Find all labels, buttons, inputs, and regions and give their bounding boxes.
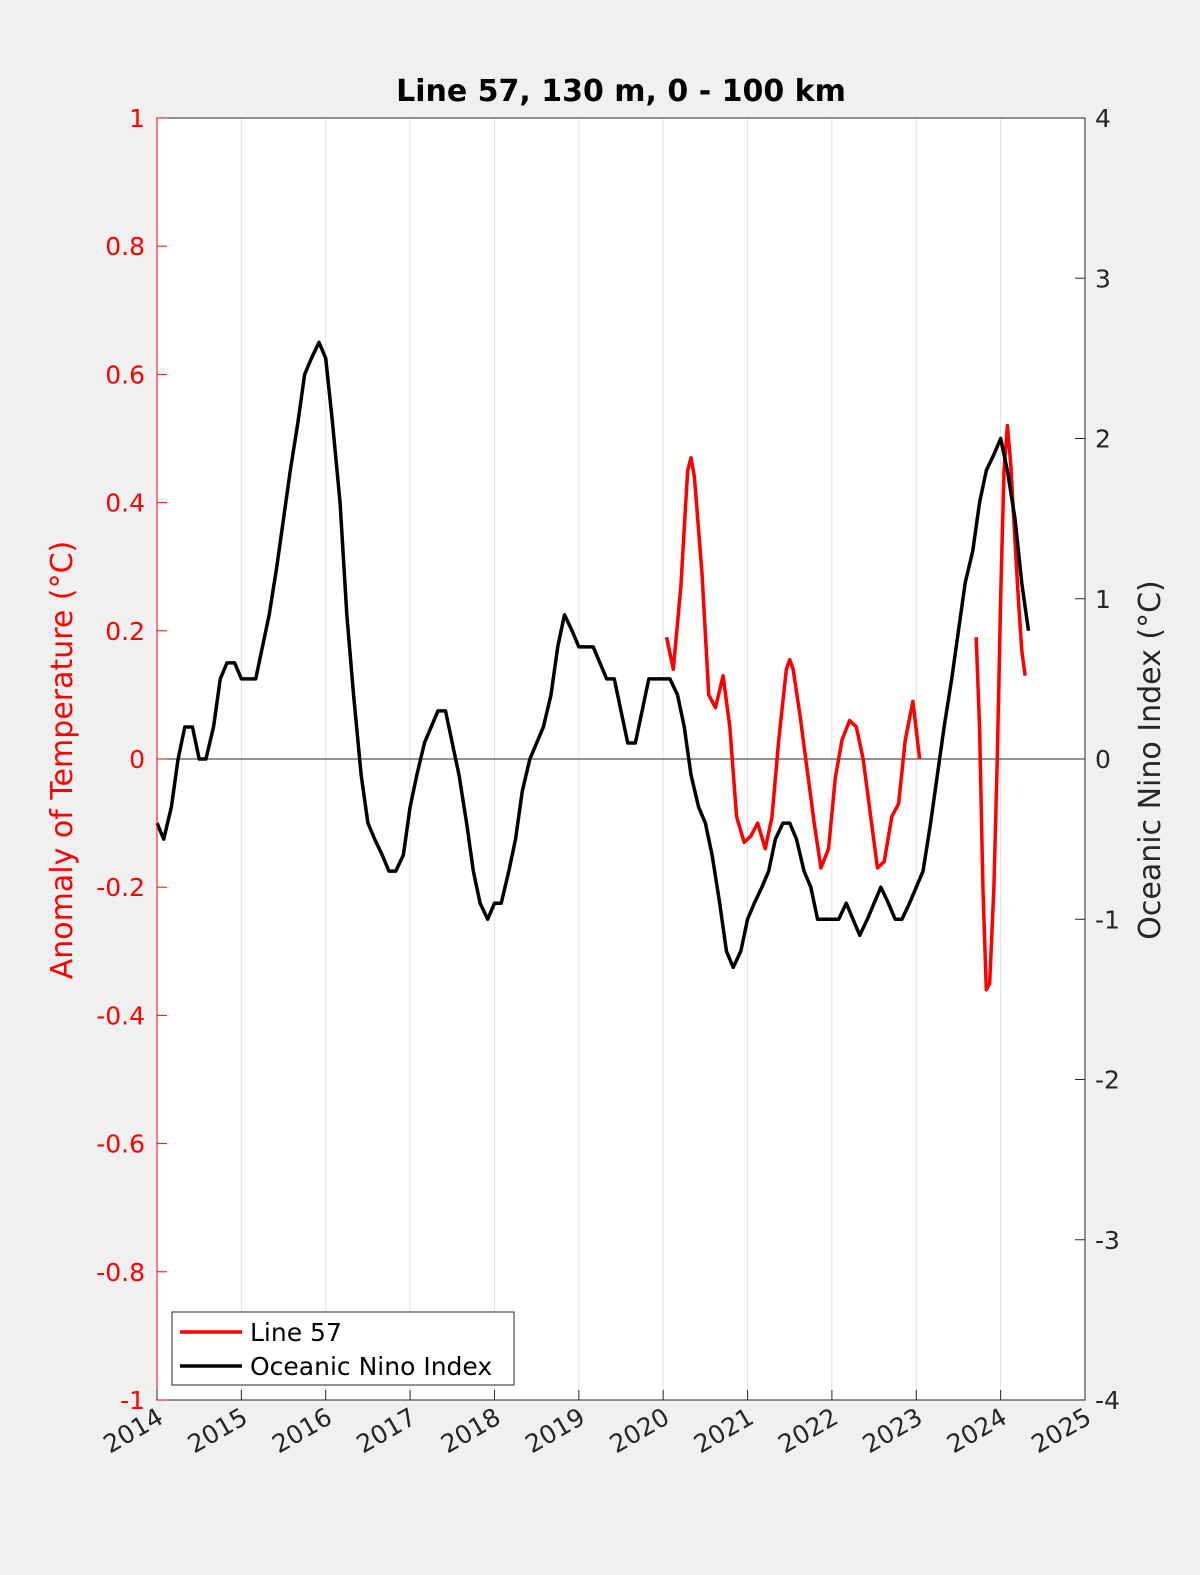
left-tick-label: -0.6 (96, 1130, 145, 1159)
right-tick-label: -4 (1095, 1386, 1120, 1415)
right-tick-label: 0 (1095, 745, 1111, 774)
left-tick-label: -1 (120, 1386, 145, 1415)
x-tick-label: 2024 (942, 1402, 1012, 1459)
right-tick-label: -3 (1095, 1226, 1120, 1255)
line57-series-line-segment-0 (664, 455, 922, 870)
left-tick-label: -0.8 (96, 1258, 145, 1287)
legend-line57-label: Line 57 (250, 1318, 342, 1347)
left-tick-label: 1 (129, 104, 145, 133)
right-tick-label: 3 (1095, 264, 1111, 293)
right-tick-label: 1 (1095, 585, 1111, 614)
x-tick-label: 2017 (351, 1402, 421, 1459)
series-layer (155, 340, 1031, 992)
left-axis-ticks: -1 -0.8 -0.6 -0.4 -0.2 0 0.2 0.4 0.6 0.8 1 (96, 104, 167, 1415)
x-tick-label: 2016 (267, 1402, 337, 1459)
left-tick-label: 0.8 (105, 232, 145, 261)
right-axis-ticks: -4 -3 -2 -1 0 1 2 3 4 (1075, 104, 1120, 1415)
right-tick-label: -1 (1095, 905, 1120, 934)
right-tick-label: -2 (1095, 1066, 1120, 1095)
left-tick-label: 0.6 (105, 360, 145, 389)
left-tick-label: 0.4 (105, 489, 145, 518)
left-axis-label: Anomaly of Temperature (°C) (45, 541, 80, 980)
x-tick-label: 2021 (689, 1402, 759, 1459)
right-axis-label: Oceanic Nino Index (°C) (1133, 580, 1168, 940)
line57-series-line-segment-1 (974, 423, 1027, 992)
x-tick-label: 2019 (520, 1402, 590, 1459)
legend-oni-label: Oceanic Nino Index (250, 1352, 492, 1381)
x-tick-label: 2025 (1026, 1402, 1096, 1459)
legend-box (171, 1311, 515, 1386)
right-tick-label: 4 (1095, 104, 1111, 133)
left-tick-label: 0.2 (105, 617, 145, 646)
legend: Line 57 Oceanic Nino Index (171, 1311, 515, 1386)
left-tick-label: 0 (129, 745, 145, 774)
x-tick-label: 2018 (436, 1402, 506, 1459)
x-tick-label: 2015 (183, 1402, 253, 1459)
x-tick-label: 2022 (773, 1402, 843, 1459)
left-tick-label: -0.4 (96, 1001, 145, 1030)
left-tick-label: -0.2 (96, 873, 145, 902)
chart-title: Line 57, 130 m, 0 - 100 km (396, 74, 846, 109)
right-tick-label: 2 (1095, 425, 1111, 454)
oni-series-line (155, 340, 1031, 970)
x-tick-label: 2020 (605, 1402, 675, 1459)
x-tick-label: 2023 (858, 1402, 928, 1459)
